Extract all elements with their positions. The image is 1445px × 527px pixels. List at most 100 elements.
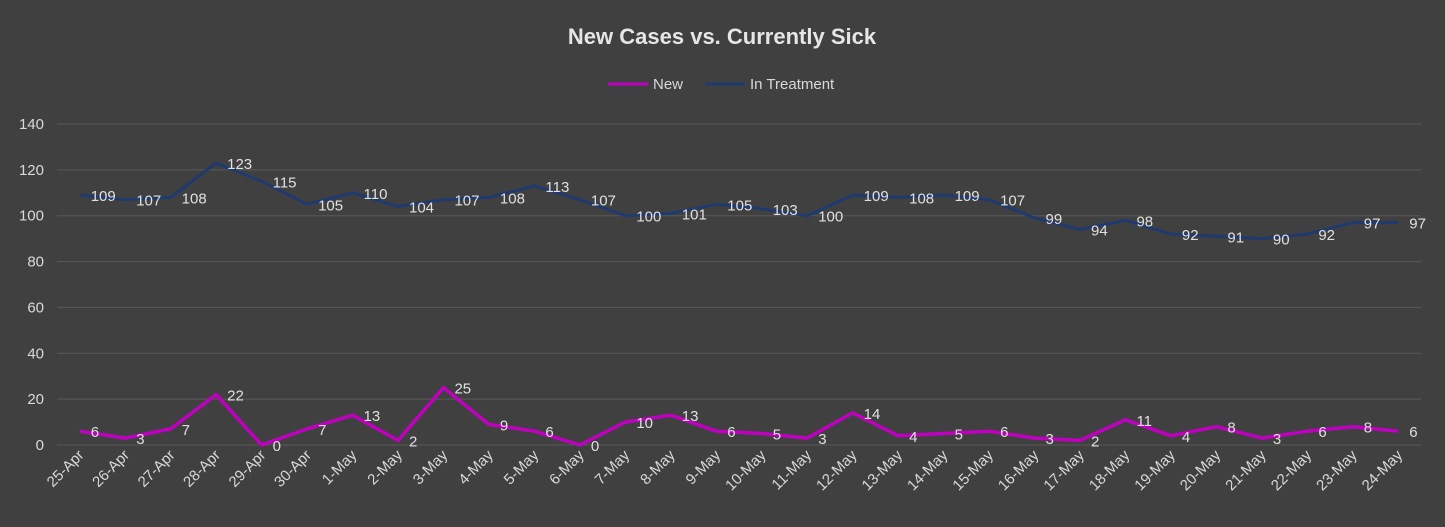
data-label: 7 [318, 422, 326, 439]
data-label: 8 [1227, 420, 1235, 437]
data-label: 113 [545, 179, 569, 196]
data-label: 103 [773, 202, 798, 219]
data-label: 5 [773, 427, 781, 444]
data-label: 99 [1046, 211, 1063, 228]
data-label: 107 [136, 193, 161, 210]
x-tick-label: 16-May [995, 446, 1043, 494]
y-tick-label: 20 [27, 391, 44, 408]
data-label: 10 [636, 415, 653, 432]
legend-label: In Treatment [750, 76, 835, 93]
data-label: 110 [364, 186, 388, 203]
data-label: 6 [1000, 424, 1008, 441]
series-line [79, 385, 1399, 447]
data-label: 11 [1136, 413, 1152, 430]
data-label: 3 [1046, 431, 1054, 448]
data-label: 9 [500, 417, 508, 434]
x-tick-label: 8-May [637, 446, 679, 488]
data-label: 2 [1091, 433, 1099, 450]
legend-label: New [653, 76, 683, 93]
x-tick-label: 15-May [949, 446, 997, 494]
series-new: 6 3 7 22 0 7 13 2 25 9 6 0 10 13 6 5 3 14 4 5 6 3 2 11 4 8 3 6 8 6 [79, 381, 1418, 455]
series-in-treatment: 109 107 108 123 115 105 110 104 107 108 113 107 100 1… [79, 156, 1426, 249]
legend: New In Treatment [608, 76, 835, 93]
data-label: 97 [1364, 216, 1381, 233]
data-label: 5 [955, 427, 963, 444]
data-label: 109 [955, 188, 980, 205]
data-label: 6 [545, 424, 553, 441]
data-label: 6 [1409, 424, 1417, 441]
data-label: 98 [1136, 213, 1153, 230]
data-label: 92 [1182, 227, 1199, 244]
x-tick-label: 19-May [1131, 446, 1179, 494]
data-label: 91 [1227, 229, 1244, 246]
y-tick-label: 140 [19, 116, 44, 133]
chart-title: New Cases vs. Currently Sick [568, 24, 877, 49]
data-label: 105 [727, 197, 752, 214]
x-tick-label: 5-May [501, 446, 543, 488]
x-tick-label: 21-May [1222, 446, 1270, 494]
data-label: 107 [1000, 193, 1025, 210]
data-label: 109 [91, 188, 116, 205]
x-axis-ticks: 25-Apr 26-Apr 27-Apr 28-Apr 29-Apr 30-Apr 1-Ma… [44, 446, 1407, 494]
data-label: 6 [1318, 424, 1326, 441]
data-label: 13 [682, 408, 699, 425]
gridlines [57, 123, 1421, 446]
data-label: 3 [136, 431, 144, 448]
x-tick-label: 14-May [904, 446, 952, 494]
data-label: 100 [636, 209, 661, 226]
data-label: 6 [91, 424, 99, 441]
x-tick-label: 25-Apr [44, 447, 88, 491]
x-tick-label: 27-Apr [135, 447, 179, 491]
data-label: 4 [1182, 429, 1190, 446]
x-tick-label: 13-May [859, 446, 907, 494]
data-label: 101 [682, 206, 707, 223]
y-tick-label: 120 [19, 162, 44, 179]
x-tick-label: 11-May [768, 446, 815, 493]
x-tick-label: 18-May [1086, 446, 1134, 494]
data-label: 108 [909, 190, 934, 207]
data-label: 105 [318, 197, 343, 214]
data-label: 4 [909, 429, 917, 446]
data-label: 13 [364, 408, 381, 425]
data-label: 92 [1318, 227, 1335, 244]
x-tick-label: 1-May [319, 446, 361, 488]
y-axis-ticks: 0 20 40 60 80 100 120 140 [19, 116, 44, 454]
data-label: 8 [1364, 420, 1372, 437]
x-tick-label: 2-May [364, 446, 406, 488]
data-label: 94 [1091, 222, 1108, 239]
data-label: 2 [409, 433, 417, 450]
x-tick-label: 4-May [455, 446, 497, 488]
data-label: 0 [591, 438, 599, 455]
data-label: 14 [864, 406, 881, 423]
data-label: 6 [727, 424, 735, 441]
data-label: 3 [818, 431, 826, 448]
data-label: 108 [500, 190, 525, 207]
x-tick-label: 20-May [1177, 446, 1225, 494]
x-tick-label: 22-May [1268, 446, 1316, 494]
x-tick-label: 9-May [683, 446, 725, 488]
data-label: 3 [1273, 431, 1281, 448]
x-tick-label: 23-May [1313, 446, 1361, 494]
data-label: 107 [591, 193, 616, 210]
x-tick-label: 6-May [546, 446, 588, 488]
x-tick-label: 17-May [1040, 446, 1088, 494]
series: 6 3 7 22 0 7 13 2 25 9 6 0 10 13 6 5 3 14 4 5 6 3 2 11 4 8 3 6 8 6 109… [79, 156, 1426, 455]
data-label: 115 [273, 174, 297, 191]
data-label: 7 [182, 422, 190, 439]
data-label: 22 [227, 388, 244, 405]
y-tick-label: 100 [19, 208, 44, 225]
y-tick-label: 80 [27, 254, 44, 271]
data-label: 109 [864, 188, 889, 205]
data-label: 107 [454, 193, 479, 210]
y-tick-label: 60 [27, 299, 44, 316]
x-tick-label: 28-Apr [180, 447, 224, 491]
x-tick-label: 3-May [410, 446, 452, 488]
x-tick-label: 29-Apr [226, 447, 270, 491]
x-tick-label: 24-May [1359, 446, 1407, 494]
data-label: 104 [409, 200, 434, 217]
series-line [79, 161, 1399, 241]
x-tick-label: 10-May [722, 446, 770, 494]
data-label: 123 [227, 156, 252, 173]
